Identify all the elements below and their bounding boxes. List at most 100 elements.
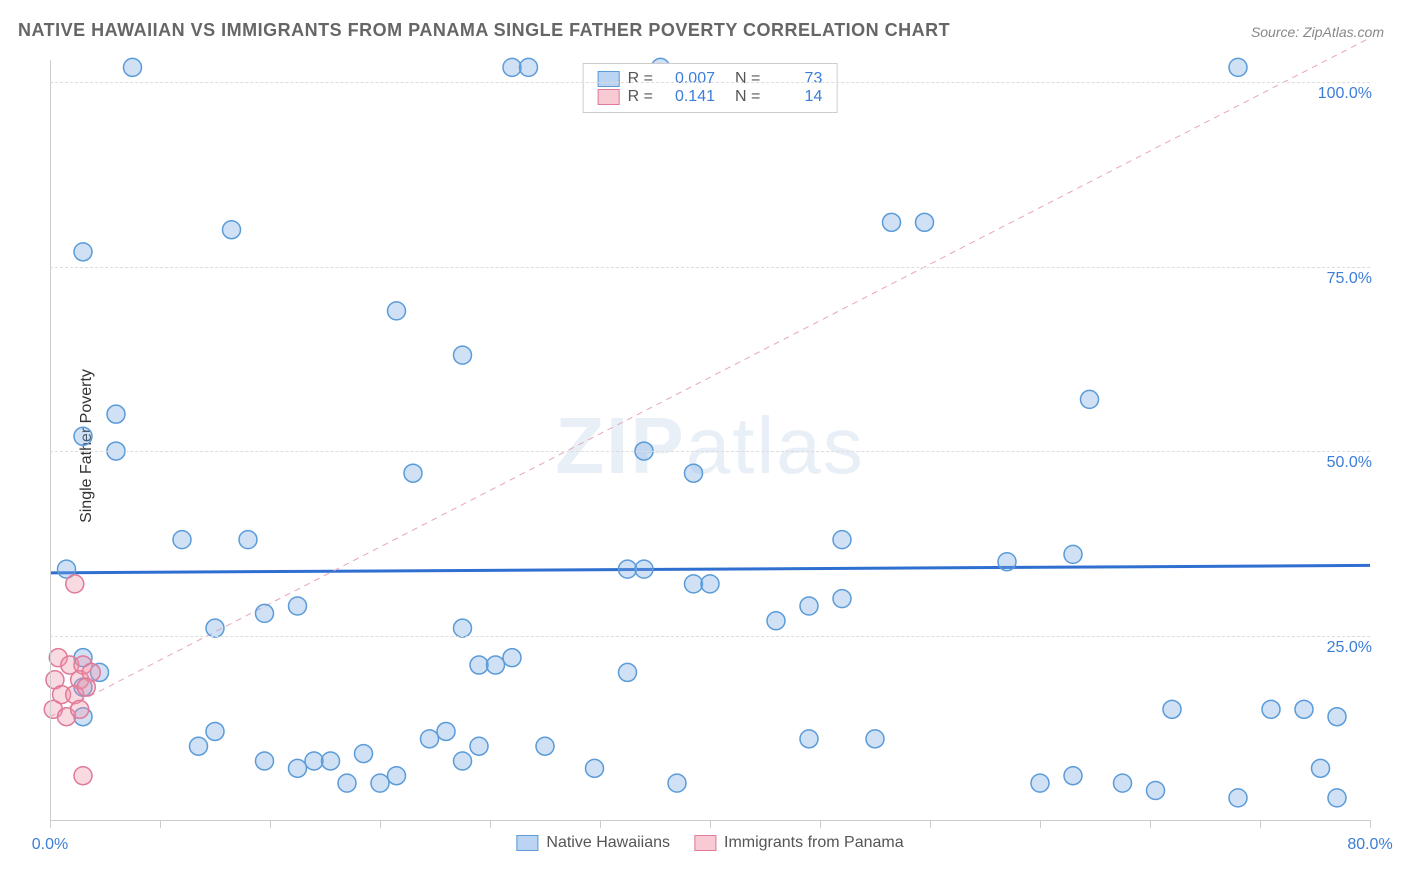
y-tick-label: 100.0% <box>1318 85 1372 103</box>
data-point <box>355 745 373 763</box>
x-tick <box>1370 820 1371 828</box>
legend-stats-row-0: R = 0.007 N = 73 <box>598 70 823 88</box>
data-point <box>223 221 241 239</box>
legend-series-item-1: Immigrants from Panama <box>694 834 904 852</box>
data-point <box>322 752 340 770</box>
data-point <box>206 619 224 637</box>
data-point <box>1229 58 1247 76</box>
legend-series: Native Hawaiians Immigrants from Panama <box>516 834 903 852</box>
data-point <box>1064 545 1082 563</box>
data-point <box>289 759 307 777</box>
data-point <box>619 663 637 681</box>
data-point <box>239 531 257 549</box>
source-attribution: Source: ZipAtlas.com <box>1251 24 1384 40</box>
y-axis-line <box>50 60 51 820</box>
data-point <box>866 730 884 748</box>
x-tick <box>820 820 821 828</box>
data-point <box>1114 774 1132 792</box>
legend-n-value-1: 14 <box>772 88 822 106</box>
legend-r-value-1: 0.141 <box>665 88 715 106</box>
data-point <box>1147 781 1165 799</box>
data-point <box>1064 767 1082 785</box>
data-point <box>388 302 406 320</box>
x-tick <box>1150 820 1151 828</box>
data-point <box>404 464 422 482</box>
legend-r-label-0: R = <box>628 70 653 88</box>
data-point <box>1262 700 1280 718</box>
data-point <box>173 531 191 549</box>
data-point <box>800 730 818 748</box>
data-point <box>635 560 653 578</box>
data-point <box>586 759 604 777</box>
data-point <box>437 722 455 740</box>
data-point <box>74 243 92 261</box>
data-point <box>1328 789 1346 807</box>
data-point <box>454 752 472 770</box>
data-point <box>833 531 851 549</box>
legend-r-label-1: R = <box>628 88 653 106</box>
x-tick <box>1040 820 1041 828</box>
data-point <box>71 700 89 718</box>
grid-line-h <box>50 451 1370 452</box>
legend-series-item-0: Native Hawaiians <box>516 834 670 852</box>
legend-swatch-0 <box>598 71 620 87</box>
data-point <box>371 774 389 792</box>
legend-series-swatch-1 <box>694 835 716 851</box>
data-point <box>66 575 84 593</box>
legend-series-label-0: Native Hawaiians <box>546 834 670 852</box>
data-point <box>289 597 307 615</box>
grid-line-h <box>50 82 1370 83</box>
data-point <box>1295 700 1313 718</box>
data-point <box>487 656 505 674</box>
data-point <box>833 590 851 608</box>
data-point <box>388 767 406 785</box>
legend-n-label-1: N = <box>735 88 760 106</box>
trend-line <box>50 38 1370 717</box>
data-point <box>916 213 934 231</box>
x-tick <box>600 820 601 828</box>
legend-stats-row-1: R = 0.141 N = 14 <box>598 88 823 106</box>
data-point <box>1328 708 1346 726</box>
data-point <box>1031 774 1049 792</box>
plot-svg <box>50 60 1370 850</box>
chart-container: NATIVE HAWAIIAN VS IMMIGRANTS FROM PANAM… <box>0 0 1406 892</box>
data-point <box>107 405 125 423</box>
data-point <box>190 737 208 755</box>
trend-line <box>50 565 1370 572</box>
x-tick <box>710 820 711 828</box>
data-point <box>454 346 472 364</box>
data-point <box>1163 700 1181 718</box>
data-point <box>256 752 274 770</box>
data-point <box>701 575 719 593</box>
data-point <box>454 619 472 637</box>
x-tick <box>930 820 931 828</box>
x-tick <box>50 820 51 828</box>
x-tick <box>160 820 161 828</box>
data-point <box>124 58 142 76</box>
data-point <box>1229 789 1247 807</box>
data-point <box>685 575 703 593</box>
y-tick-label: 25.0% <box>1327 639 1372 657</box>
legend-r-value-0: 0.007 <box>665 70 715 88</box>
data-point <box>685 464 703 482</box>
data-point <box>883 213 901 231</box>
data-point <box>503 58 521 76</box>
data-point <box>421 730 439 748</box>
data-point <box>206 722 224 740</box>
data-point <box>767 612 785 630</box>
data-point <box>470 656 488 674</box>
legend-series-label-1: Immigrants from Panama <box>724 834 904 852</box>
data-point <box>1312 759 1330 777</box>
data-point <box>619 560 637 578</box>
x-tick <box>490 820 491 828</box>
grid-line-h <box>50 267 1370 268</box>
legend-n-label-0: N = <box>735 70 760 88</box>
legend-swatch-1 <box>598 89 620 105</box>
x-tick <box>1260 820 1261 828</box>
data-point <box>503 649 521 667</box>
x-tick <box>380 820 381 828</box>
x-tick-label: 80.0% <box>1347 836 1392 854</box>
legend-stats: R = 0.007 N = 73 R = 0.141 N = 14 <box>583 63 838 113</box>
data-point <box>998 553 1016 571</box>
data-point <box>305 752 323 770</box>
